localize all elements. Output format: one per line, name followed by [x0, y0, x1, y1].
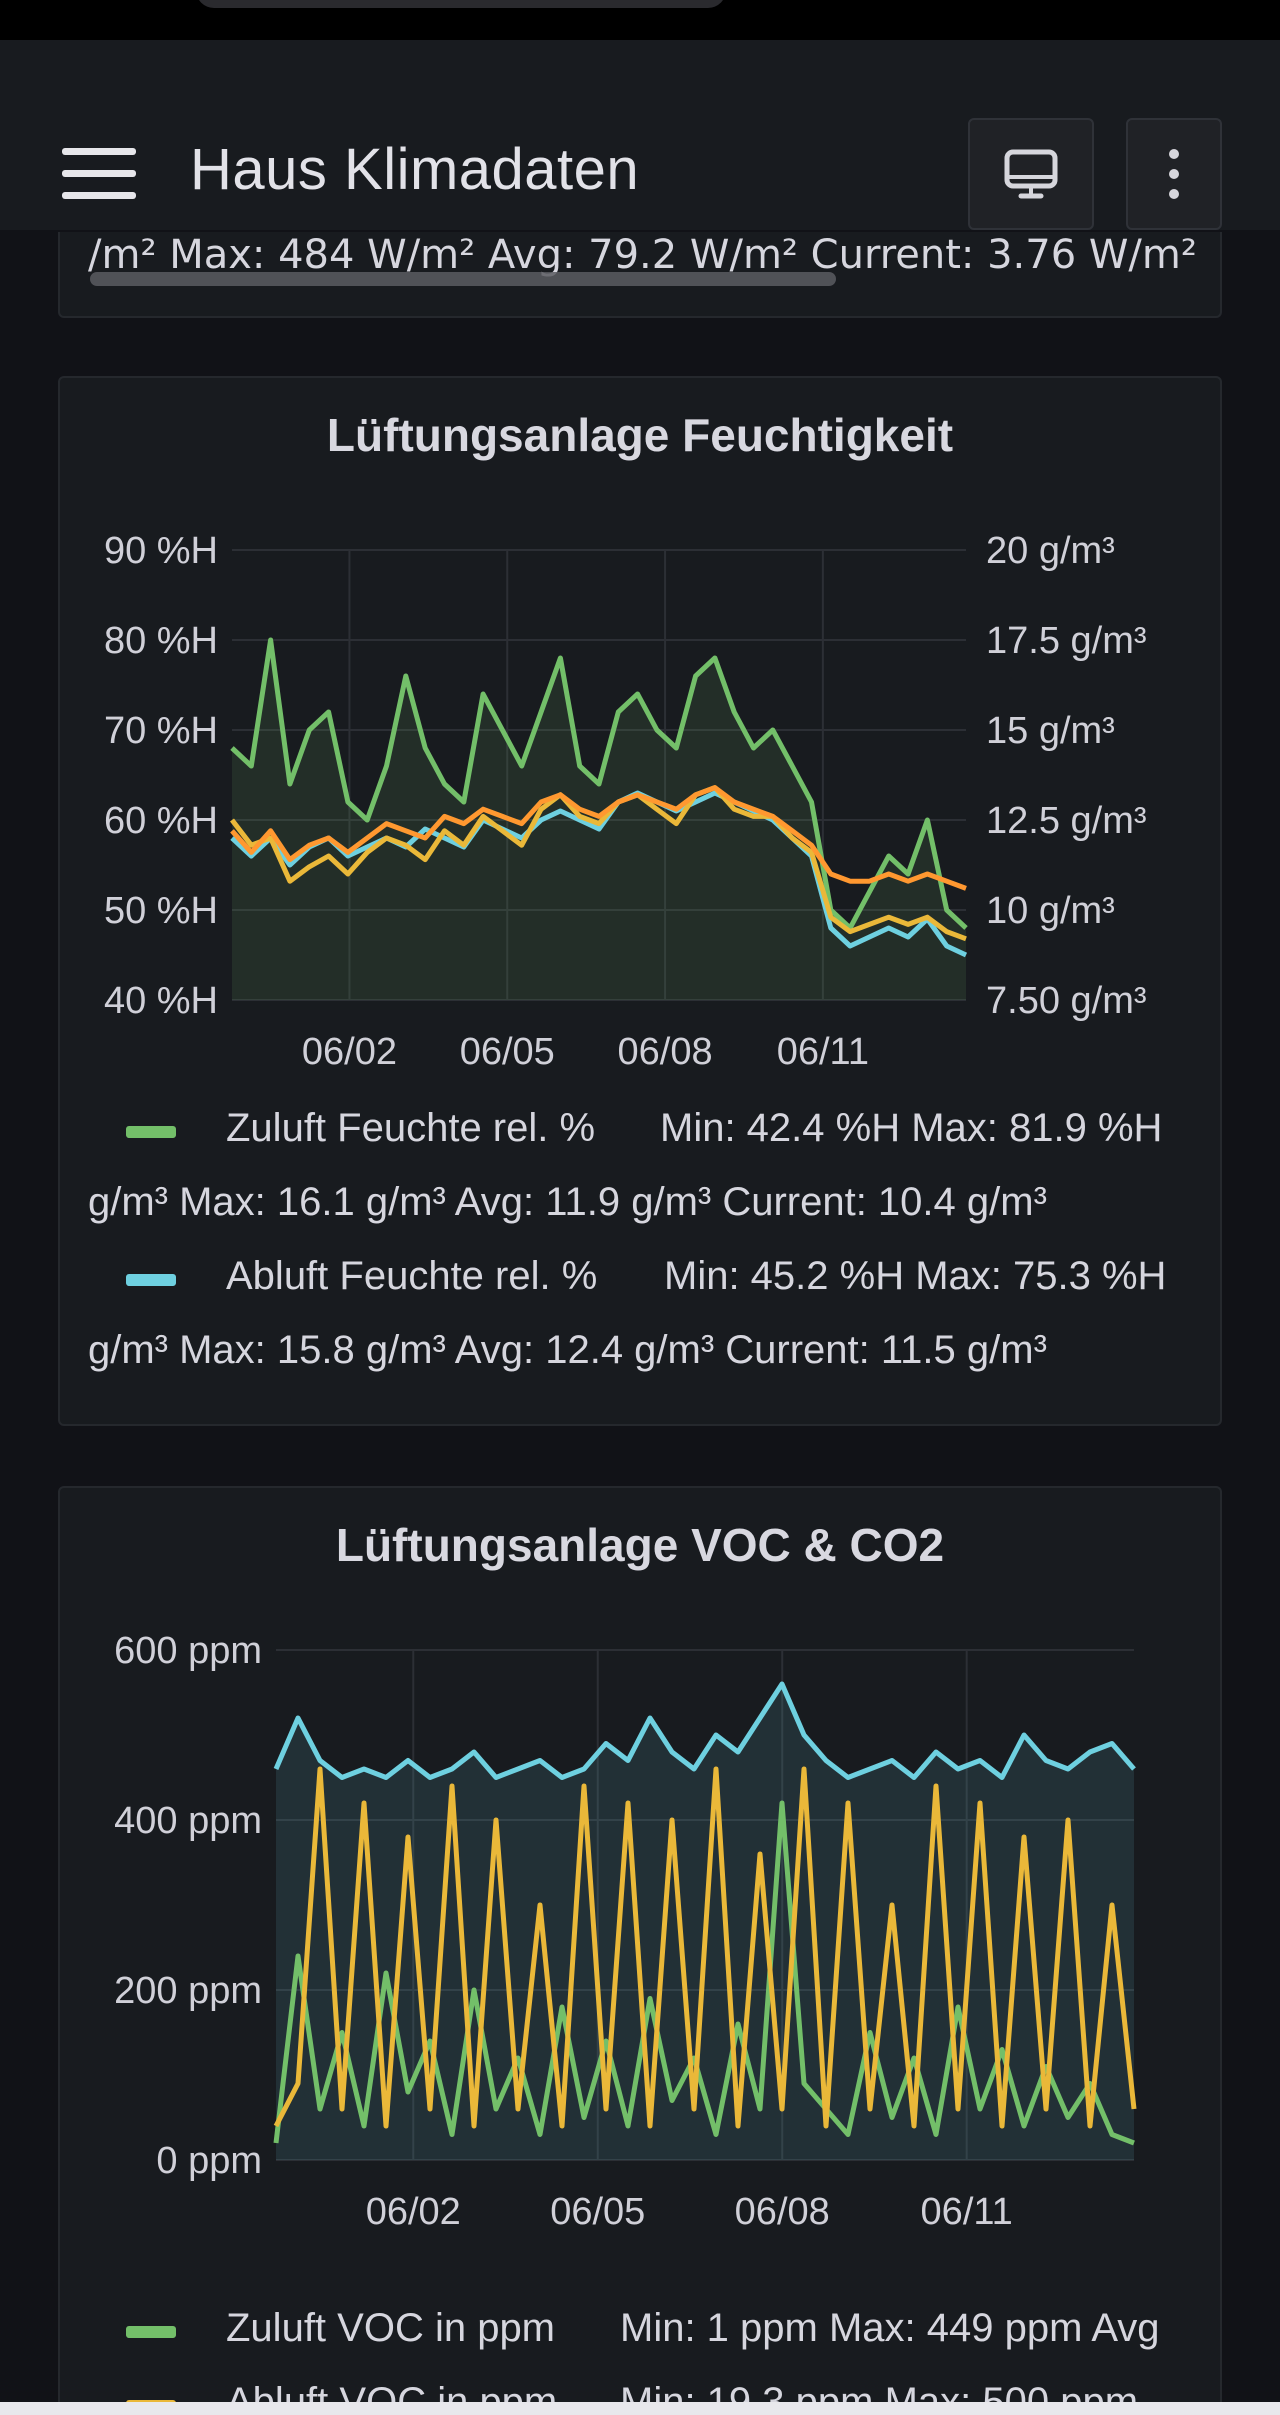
panel-title: Lüftungsanlage Feuchtigkeit	[326, 409, 954, 461]
y-axis-tick-label: 200 ppm	[114, 1970, 262, 2012]
humidity-panel: Lüftungsanlage Feuchtigkeit 90 %H 80 %H 70…	[58, 376, 1222, 1426]
monitor-icon	[1004, 149, 1058, 199]
x-axis-tick-label: 06/08	[618, 1031, 713, 1073]
y-axis-tick-label: 400 ppm	[114, 1800, 262, 1842]
x-axis-tick-label: 06/11	[921, 2191, 1013, 2233]
series-line-zuluft-feuchte-abs-g-m-[interactable]	[230, 785, 967, 942]
legend-series-name[interactable]: Abluft Feuchte rel. %	[226, 1254, 598, 1298]
series-line-abluft-feuchte-rel-[interactable]	[230, 790, 968, 958]
hamburger-menu-icon[interactable]	[62, 148, 136, 200]
series-line-abluft-feuchte-abs-g-m-[interactable]	[230, 785, 967, 891]
y-axis-tick-label: 60 %H	[104, 800, 218, 842]
y-right-axis-tick-label: 10 g/m³	[986, 890, 1115, 932]
series-line-zuluft-feuchte-rel-[interactable]	[230, 637, 968, 931]
y-axis-tick-label: 50 %H	[104, 890, 218, 932]
panel-title: Lüftungsanlage VOC & CO2	[335, 1519, 945, 1571]
y-right-axis-tick-label: 20 g/m³	[986, 530, 1115, 572]
x-axis-tick-label: 06/05	[550, 2191, 645, 2233]
series-line-zuluft-voc-in-ppm[interactable]	[273, 1800, 1135, 2146]
voc-co2-chart[interactable]: 600 ppm 400 ppm 200 ppm 0 ppm 06/02 06/05 06/0…	[60, 1608, 1222, 2308]
legend-continuation: g/m³ Max: 15.8 g/m³ Avg: 12.4 g/m³ Curre…	[60, 1316, 1220, 1386]
legend-series-name[interactable]: Zuluft Feuchte rel. %	[226, 1106, 596, 1150]
series-line-abluft-voc-in-ppm[interactable]	[273, 1766, 1137, 2129]
legend-series-stats: Min: 45.2 %H Max: 75.3 %H	[664, 1254, 1167, 1298]
more-options-button[interactable]	[1126, 118, 1222, 230]
kiosk-mode-button[interactable]	[968, 118, 1094, 230]
home-indicator	[0, 2402, 1280, 2415]
status-bar	[0, 0, 1280, 40]
legend-swatch	[126, 1274, 176, 1286]
x-axis-tick-label: 06/05	[460, 1031, 555, 1073]
legend-item-zuluft-voc[interactable]: Zuluft VOC in ppm Min: 1 ppm Max: 449 pp…	[60, 2294, 1220, 2364]
page-title: Haus Klimadaten	[190, 137, 640, 202]
status-bar-notch	[196, 0, 726, 8]
legend-stats-line: g/m³ Max: 15.8 g/m³ Avg: 12.4 g/m³ Curre…	[88, 1328, 1047, 1372]
legend-series-stats: Min: 1 ppm Max: 449 ppm Avg	[620, 2306, 1160, 2350]
humidity-chart[interactable]: 90 %H 80 %H 70 %H 60 %H 50 %H 40 %H 20 g/m³ 17.…	[60, 498, 1222, 1198]
legend-item-zuluft-feuchte[interactable]: Zuluft Feuchte rel. % Min: 42.4 %H Max: …	[60, 1094, 1220, 1164]
y-axis-tick-label: 600 ppm	[114, 1630, 262, 1672]
y-axis-tick-label: 70 %H	[104, 710, 218, 752]
legend-item-abluft-feuchte[interactable]: Abluft Feuchte rel. % Min: 45.2 %H Max: …	[60, 1242, 1220, 1312]
x-axis-tick-label: 06/02	[302, 1031, 397, 1073]
y-right-axis-tick-label: 17.5 g/m³	[986, 620, 1147, 662]
legend-swatch	[126, 1126, 176, 1138]
x-axis-tick-label: 06/08	[735, 2191, 830, 2233]
kebab-menu-icon	[1169, 149, 1179, 199]
y-right-axis-tick-label: 7.50 g/m³	[986, 980, 1147, 1022]
y-axis-tick-label: 40 %H	[104, 980, 218, 1022]
legend-stats-line: g/m³ Max: 16.1 g/m³ Avg: 11.9 g/m³ Curre…	[88, 1180, 1047, 1224]
x-axis-tick-label: 06/11	[777, 1031, 869, 1073]
y-right-axis-tick-label: 12.5 g/m³	[986, 800, 1147, 842]
top-navbar: Haus Klimadaten	[0, 40, 1280, 230]
legend-scrollbar[interactable]	[90, 272, 836, 286]
y-axis-tick-label: 0 ppm	[156, 2140, 262, 2182]
y-axis-tick-label: 90 %H	[104, 530, 218, 572]
legend-series-stats: Min: 42.4 %H Max: 81.9 %H	[660, 1106, 1163, 1150]
series-line-co2[interactable]	[273, 1681, 1136, 1780]
voc-co2-panel: Lüftungsanlage VOC & CO2 600 ppm 400 ppm 2…	[58, 1486, 1222, 2415]
legend-swatch	[126, 2326, 176, 2338]
legend-continuation: g/m³ Max: 16.1 g/m³ Avg: 11.9 g/m³ Curre…	[60, 1168, 1220, 1238]
legend-series-name[interactable]: Zuluft VOC in ppm	[226, 2306, 556, 2350]
y-axis-tick-label: 80 %H	[104, 620, 218, 662]
x-axis-tick-label: 06/02	[366, 2191, 461, 2233]
y-right-axis-tick-label: 15 g/m³	[986, 710, 1115, 752]
legend-stats-line: /m² Max: 484 W/m² Avg: 79.2 W/m² Current…	[88, 232, 1197, 278]
solar-radiation-panel: /m² Max: 484 W/m² Avg: 79.2 W/m² Current…	[58, 232, 1222, 318]
